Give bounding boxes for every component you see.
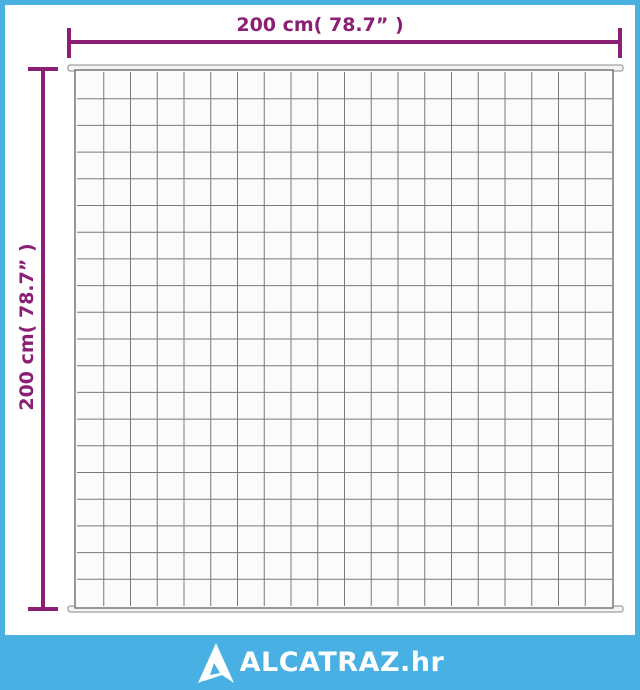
dimension-arrows	[28, 28, 622, 611]
brand-logo-text: ALCATRAZ.hr	[239, 647, 445, 678]
brand-banner: ALCATRAZ.hr	[0, 635, 640, 690]
width-dimension-label: 200 cm( 78.7” )	[236, 14, 404, 36]
height-dimension-label: 200 cm( 78.7” )	[16, 243, 38, 411]
triangle-a-logo-icon	[197, 642, 234, 683]
quilting-grid	[77, 72, 612, 606]
